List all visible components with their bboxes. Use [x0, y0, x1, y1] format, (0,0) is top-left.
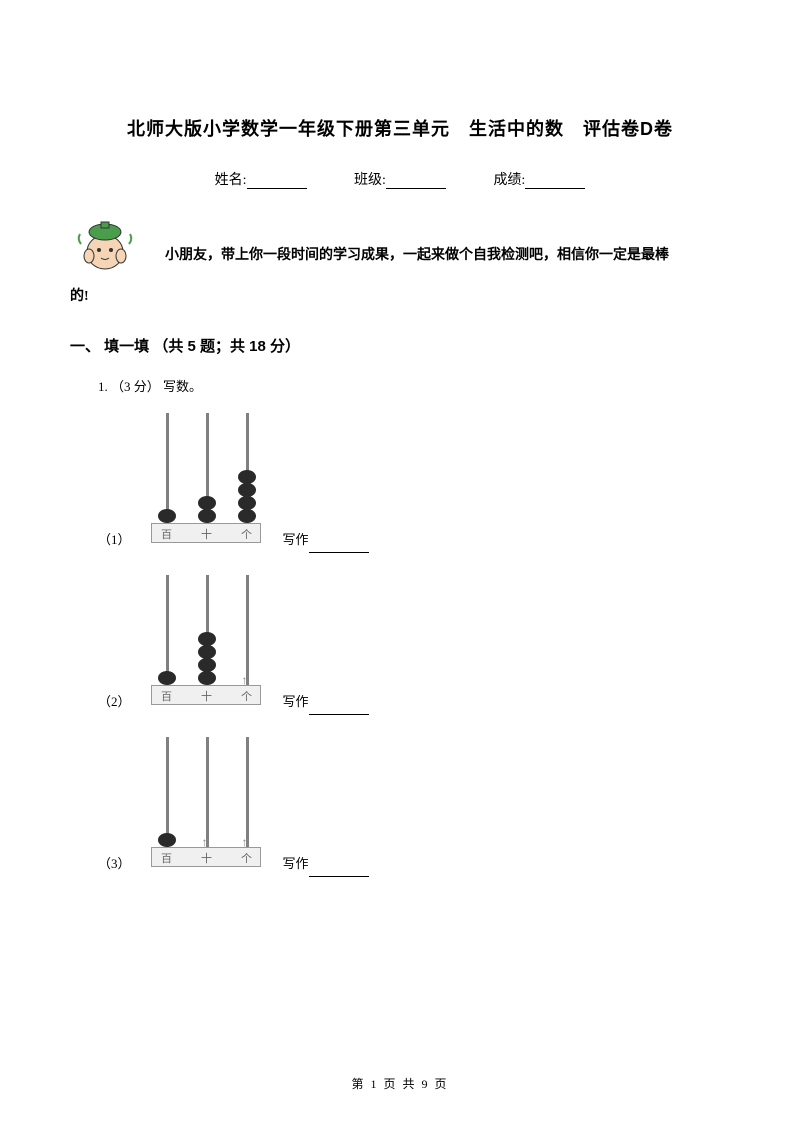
place-hundred: 百	[160, 688, 174, 704]
page-title: 北师大版小学数学一年级下册第三单元 生活中的数 评估卷D卷	[70, 115, 730, 141]
name-field: 姓名:	[215, 169, 307, 189]
write-label-2: 写作	[283, 691, 309, 715]
score-label: 成绩:	[493, 173, 525, 188]
score-field: 成绩:	[493, 169, 585, 189]
class-blank[interactable]	[386, 175, 446, 189]
page-footer: 第 1 页 共 9 页	[0, 1075, 800, 1092]
intro-row: 小朋友，带上你一段时间的学习成果，一起来做个自我检测吧，相信你一定是最棒	[70, 214, 730, 274]
class-label: 班级:	[354, 173, 386, 188]
sub-num-2: （2）	[98, 691, 131, 715]
subquestion-3: （3） 百 十 个 ↑ ↑ 写作	[98, 737, 730, 877]
place-one: 个	[240, 850, 254, 866]
subquestion-1: （1） 百 十 个 写作	[98, 413, 730, 553]
question-1: 1. （3 分） 写数。	[98, 376, 730, 395]
info-line: 姓名: 班级: 成绩:	[70, 169, 730, 189]
place-hundred: 百	[160, 850, 174, 866]
section-1-header: 一、 填一填 （共 5 题；共 18 分）	[70, 335, 730, 356]
place-ten: 十	[200, 688, 214, 704]
sub-num-3: （3）	[98, 853, 131, 877]
intro-text-2: 的!	[70, 282, 730, 313]
mascot-icon	[75, 214, 135, 274]
write-label-1: 写作	[283, 529, 309, 553]
place-one: 个	[240, 526, 254, 542]
place-one: 个	[240, 688, 254, 704]
subquestion-2: （2） 百 十 个 ↑ 写作	[98, 575, 730, 715]
answer-blank-3[interactable]	[309, 863, 369, 877]
place-ten: 十	[200, 850, 214, 866]
intro-text-1: 小朋友，带上你一段时间的学习成果，一起来做个自我检测吧，相信你一定是最棒	[165, 241, 730, 274]
class-field: 班级:	[354, 169, 446, 189]
name-label: 姓名:	[215, 173, 247, 188]
abacus-1: 百 十 个	[141, 413, 271, 553]
place-hundred: 百	[160, 526, 174, 542]
name-blank[interactable]	[247, 175, 307, 189]
answer-blank-1[interactable]	[309, 539, 369, 553]
score-blank[interactable]	[525, 175, 585, 189]
place-ten: 十	[200, 526, 214, 542]
abacus-3: 百 十 个 ↑ ↑	[141, 737, 271, 877]
abacus-2: 百 十 个 ↑	[141, 575, 271, 715]
sub-num-1: （1）	[98, 529, 131, 553]
write-label-3: 写作	[283, 853, 309, 877]
answer-blank-2[interactable]	[309, 701, 369, 715]
